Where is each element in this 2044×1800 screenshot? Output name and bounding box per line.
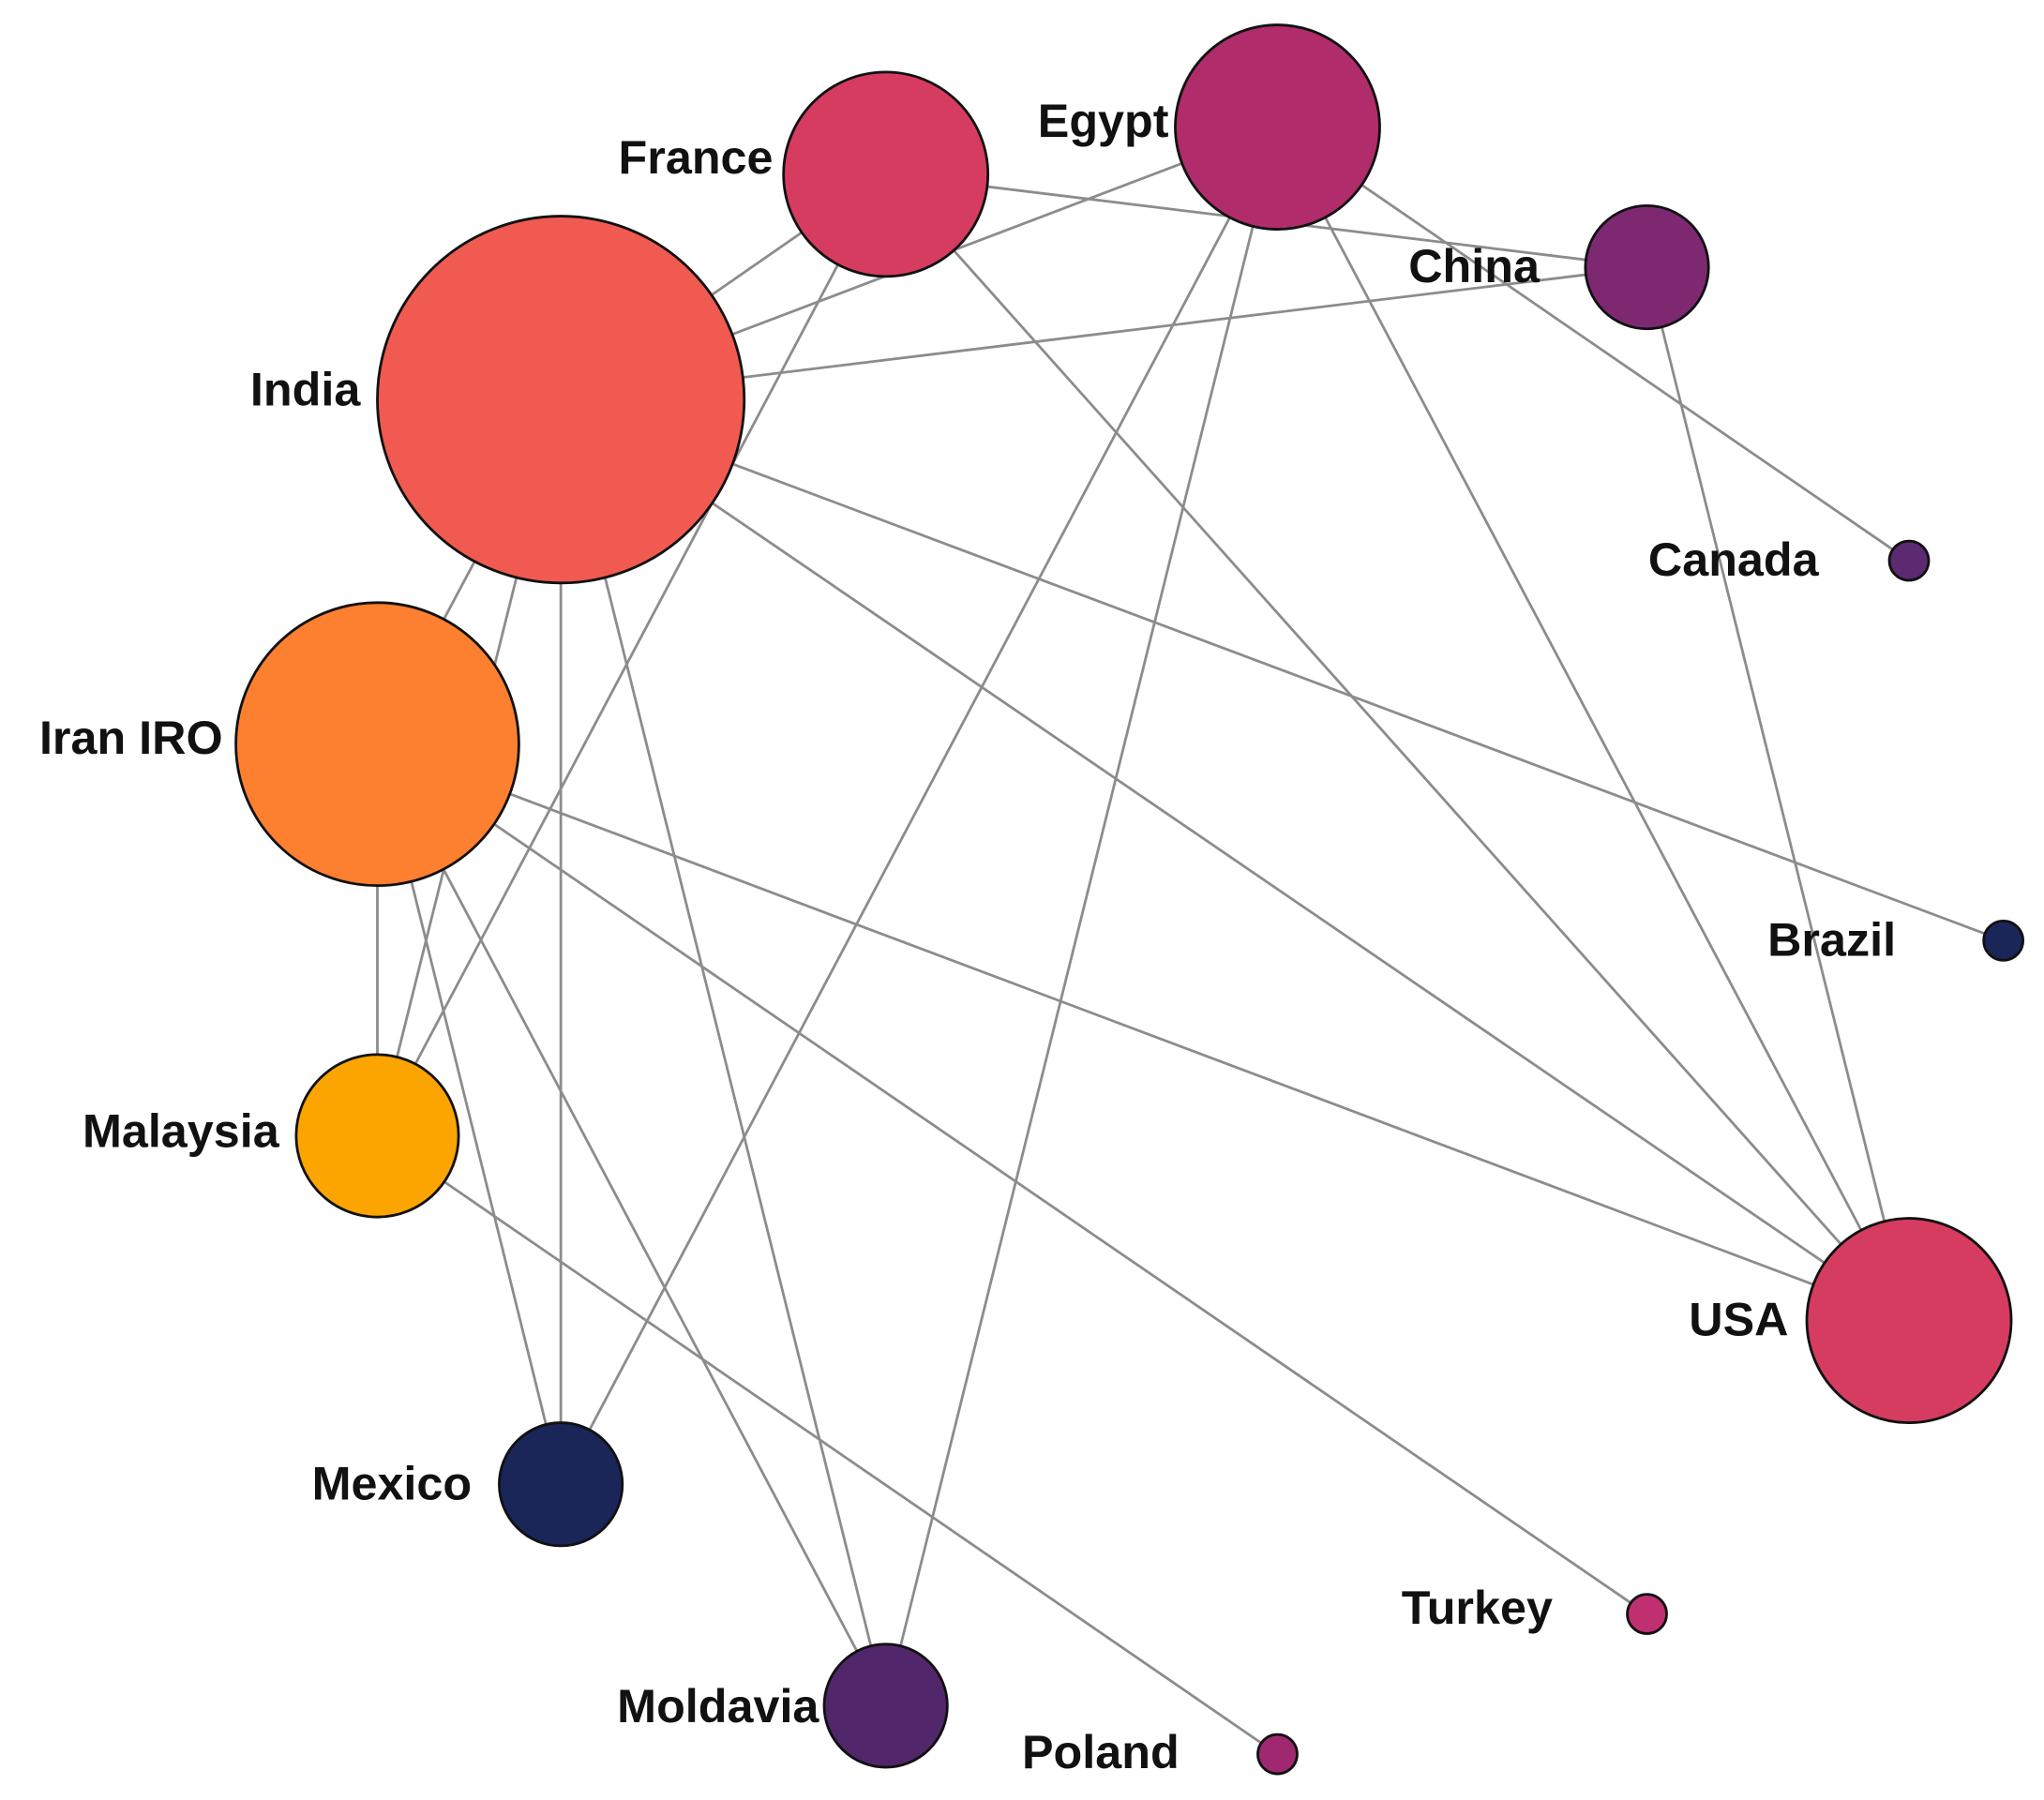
edge [376, 1134, 1279, 1756]
edge [376, 173, 887, 1137]
edge [1276, 126, 1910, 562]
edge [884, 127, 1279, 1706]
node-label: Turkey [1402, 1581, 1553, 1634]
edge [1646, 266, 1911, 1321]
node [782, 70, 990, 278]
edge [1276, 126, 1911, 1322]
edge [376, 742, 1910, 1322]
node-label: Poland [1022, 1725, 1180, 1778]
edge [559, 126, 1279, 1485]
node [822, 1642, 949, 1769]
node-label: Mexico [312, 1456, 473, 1509]
node [498, 1421, 624, 1548]
node [376, 215, 746, 585]
node-label: USA [1689, 1293, 1788, 1346]
node [1626, 1593, 1668, 1635]
nodes [234, 23, 2024, 1776]
edge [376, 743, 887, 1707]
edge [376, 742, 1648, 1615]
node [1256, 1732, 1299, 1776]
node [1887, 539, 1931, 582]
node [1584, 203, 1710, 331]
node-label: Iran IRO [39, 711, 223, 764]
node-label: Malaysia [83, 1103, 280, 1157]
edge [560, 398, 2005, 942]
node [294, 1053, 460, 1219]
node [1174, 23, 1381, 231]
node [1982, 919, 2024, 962]
node-label: France [619, 130, 774, 184]
edge [560, 398, 1910, 1322]
node [234, 601, 520, 888]
labels: India France Egypt China Canada Brazil USA Turk… [39, 94, 1896, 1778]
node-label: Brazil [1767, 912, 1896, 966]
edge [884, 172, 1911, 1322]
node-label: Egypt [1038, 94, 1169, 147]
node-label: India [250, 362, 361, 415]
node-label: Canada [1648, 532, 1820, 586]
edge [559, 398, 888, 1706]
node [1805, 1217, 2013, 1424]
node-label: China [1408, 239, 1541, 292]
node-label: Moldavia [617, 1679, 819, 1732]
